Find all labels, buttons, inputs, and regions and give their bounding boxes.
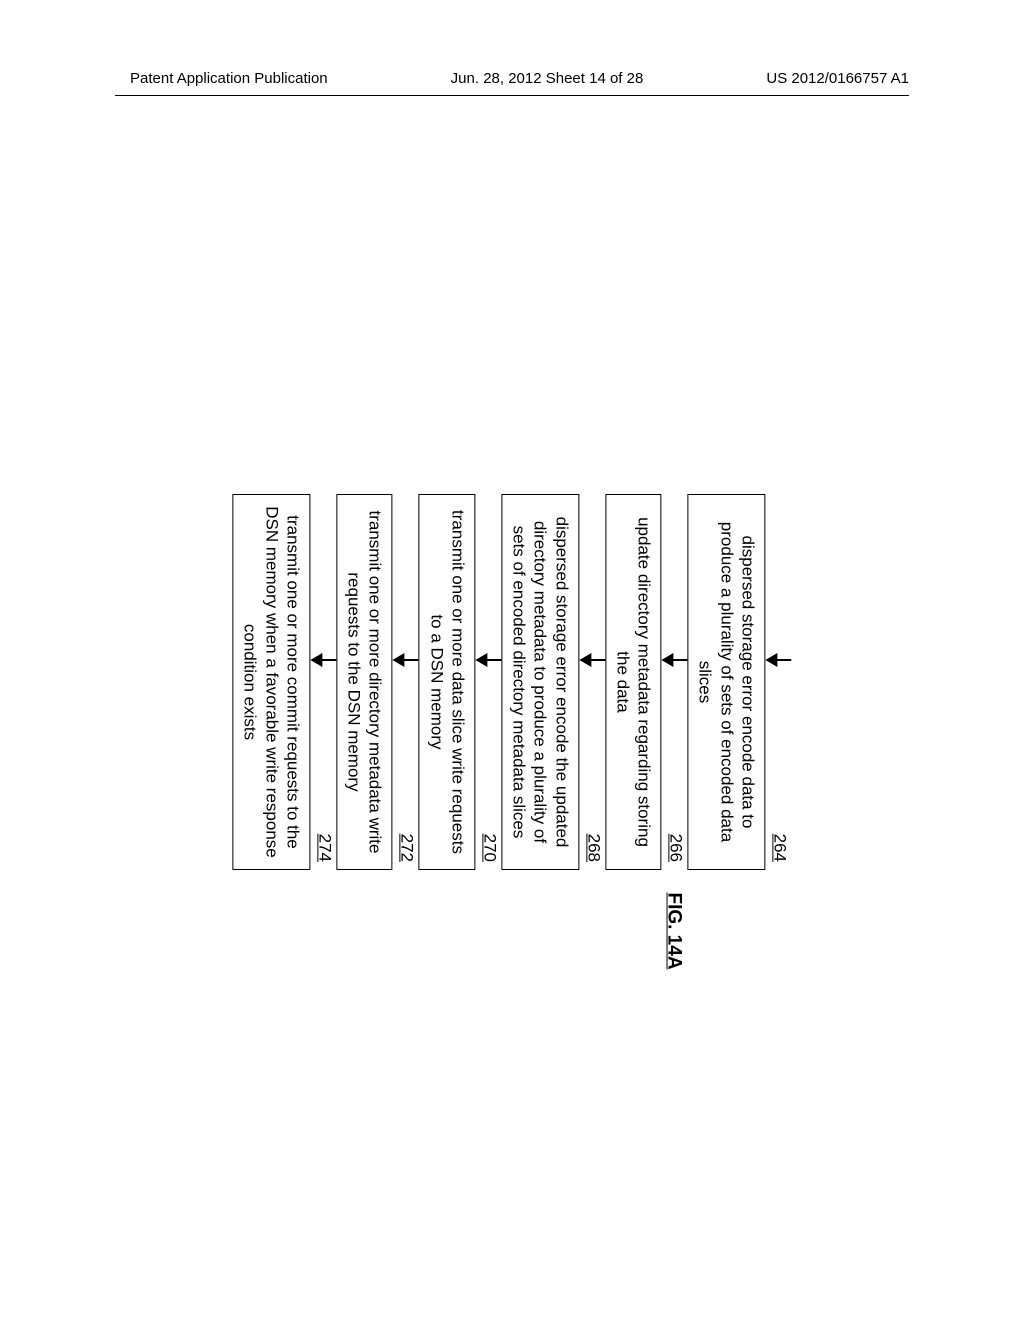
- step-number: 270: [479, 824, 499, 868]
- step-box: dispersed storage error encode the updat…: [501, 494, 579, 870]
- header-right: US 2012/0166757 A1: [766, 70, 909, 87]
- flow-arrow-icon: [310, 450, 336, 870]
- flow-step: transmit one or more data slice write re…: [419, 450, 476, 870]
- flow-step: transmit one or more commit requests to …: [233, 450, 311, 870]
- flow-arrow-icon: [579, 450, 605, 870]
- step-box: transmit one or more data slice write re…: [419, 494, 476, 870]
- flow-step: update directory metadata regarding stor…: [605, 450, 662, 870]
- flow-step: transmit one or more directory metadata …: [336, 450, 393, 870]
- header-left: Patent Application Publication: [130, 70, 328, 87]
- figure-label: FIG. 14A: [663, 892, 685, 969]
- rotated-figure-wrapper: dispersed storage error encode data to p…: [233, 450, 792, 870]
- header-rule: [115, 95, 909, 96]
- step-number: 272: [397, 824, 417, 868]
- flowchart: dispersed storage error encode data to p…: [233, 450, 792, 870]
- flow-arrow-icon: [662, 450, 688, 870]
- step-box: transmit one or more commit requests to …: [233, 494, 311, 870]
- flow-arrow-icon: [475, 450, 501, 870]
- step-box: transmit one or more directory metadata …: [336, 494, 393, 870]
- flow-arrow-icon: [765, 450, 791, 870]
- step-box: update directory metadata regarding stor…: [605, 494, 662, 870]
- step-number: 274: [314, 824, 334, 868]
- flow-arrow-icon: [393, 450, 419, 870]
- header-center: Jun. 28, 2012 Sheet 14 of 28: [451, 70, 644, 87]
- step-number: 268: [583, 824, 603, 868]
- step-box: dispersed storage error encode data to p…: [688, 494, 766, 870]
- flow-step: dispersed storage error encode data to p…: [688, 450, 766, 870]
- step-number: 264: [769, 824, 789, 868]
- flow-step: dispersed storage error encode the updat…: [501, 450, 579, 870]
- step-number: 266: [666, 824, 686, 868]
